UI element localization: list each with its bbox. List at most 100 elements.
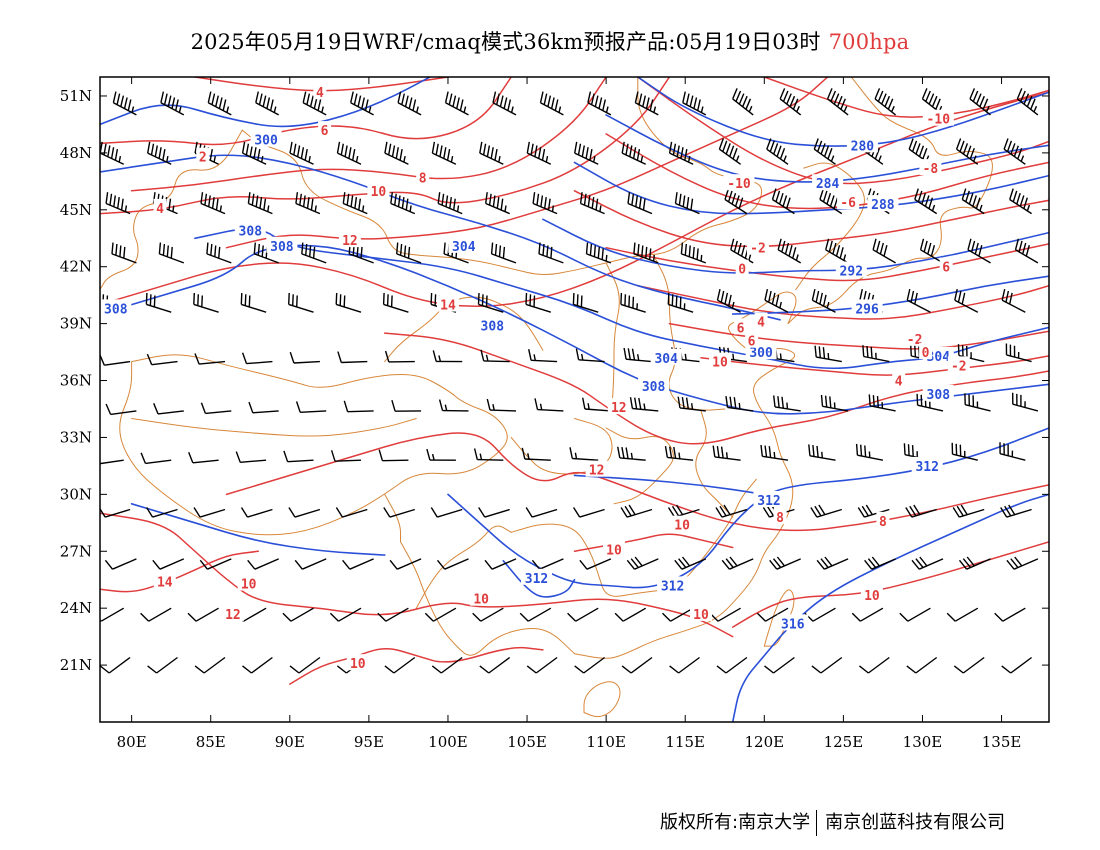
height-contour-label: 304 <box>927 350 951 365</box>
wind-barb <box>105 192 131 215</box>
temperature-contour-label-bg <box>860 585 883 602</box>
wind-barb <box>521 447 551 461</box>
height-contour-label-bg <box>846 136 878 153</box>
height-contour-label: 312 <box>525 572 548 587</box>
wind-barb <box>951 442 978 461</box>
temperature-contour-label-bg <box>747 238 769 255</box>
footer-separator <box>816 810 818 836</box>
wind-barb <box>575 348 605 363</box>
wind-barb <box>430 507 463 518</box>
height-contour-label-bg <box>266 236 298 253</box>
temperature-contour-label-bg <box>947 356 970 373</box>
temperature-contour-label: -10 <box>727 177 751 192</box>
wind-barb <box>764 656 795 674</box>
wind-barb <box>760 444 789 461</box>
height-contour-label-bg <box>234 221 266 238</box>
wind-barb <box>668 141 694 165</box>
temperature-contour-label-bg <box>892 371 906 388</box>
temperature-contour-label: 10 <box>864 589 880 604</box>
wind-barb <box>1012 392 1039 412</box>
wind-barb <box>484 558 517 570</box>
lon-tick-label: 130E <box>903 733 943 751</box>
lon-tick-label: 135E <box>982 733 1022 751</box>
wind-barb <box>100 141 125 165</box>
wind-barb <box>444 91 469 116</box>
wind-barb <box>814 345 842 363</box>
temperature-contour-label-bg <box>709 352 731 369</box>
wind-barb <box>383 507 416 518</box>
wind-barb <box>621 141 647 165</box>
wind-barb <box>952 504 985 518</box>
wind-barb <box>967 238 991 264</box>
wind-barb <box>567 607 599 622</box>
wind-barb <box>479 656 511 674</box>
wind-barb <box>295 401 327 413</box>
temperature-contour-label: 10 <box>350 657 366 672</box>
temperature-contour-label-bg <box>153 572 176 589</box>
temperature-contour-label: -2 <box>907 333 923 348</box>
wind-barb <box>629 397 659 412</box>
height-contour-label-bg <box>657 576 689 593</box>
wind-barb <box>146 353 178 366</box>
wind-barb <box>289 656 321 674</box>
temperature-contour-label-bg <box>603 540 625 557</box>
wind-barb <box>242 656 273 674</box>
wind-barb <box>620 504 653 518</box>
temperature-contour-label-bg <box>876 511 890 528</box>
wind-barb <box>432 350 463 363</box>
wind-barb <box>478 507 510 518</box>
wind-barb <box>145 292 172 313</box>
wind-barb <box>572 292 599 313</box>
wind-barb <box>100 656 131 674</box>
temperature-contour-label-bg <box>939 257 953 274</box>
wind-barb <box>674 192 700 215</box>
boundary-layer <box>100 77 993 718</box>
wind-barb <box>764 288 789 313</box>
height-contour-label: 300 <box>749 346 773 361</box>
temperature-contour-label-bg <box>237 574 260 591</box>
temperature-contour-label-bg <box>919 159 942 176</box>
temperature-contour-label-bg <box>745 331 759 348</box>
height-contour-label-bg <box>867 195 899 212</box>
wind-barb <box>769 556 801 570</box>
wind-barb <box>235 451 267 463</box>
wind-barb <box>579 192 605 215</box>
temperature-contour <box>100 550 259 593</box>
wind-barb <box>282 607 314 622</box>
wind-barb <box>874 88 897 116</box>
wind-barb <box>288 507 321 518</box>
boundary-line <box>119 354 508 536</box>
axis-layer: 51N 48N 45N 42N 39N 36N 33N 30N 27N 24N 21N 80E 85E 9… <box>60 77 1049 751</box>
wind-barb <box>147 656 178 674</box>
lon-tick-label: 110E <box>586 733 626 751</box>
wind-barb <box>158 242 185 264</box>
lon-tick-label: 115E <box>665 733 705 751</box>
wind-barb <box>813 138 836 165</box>
height-contour <box>194 228 1049 370</box>
copyright-right: 南京创蓝科技有限公司 <box>825 812 1006 833</box>
wind-barb <box>1014 238 1039 264</box>
temperature-contour <box>605 243 1049 282</box>
wind-barb <box>294 558 327 570</box>
wind-barb <box>585 242 612 264</box>
wind-barb <box>525 292 552 313</box>
wind-barb <box>240 292 267 313</box>
height-contour-label: 304 <box>654 352 678 367</box>
wind-barb <box>732 88 754 116</box>
lat-tick-label: 30N <box>60 485 92 503</box>
wind-barb <box>289 141 314 165</box>
temperature-contour <box>100 77 671 215</box>
height-contour-label-bg <box>753 491 785 507</box>
wind-barb <box>477 292 504 313</box>
wind-barb <box>479 141 504 165</box>
wind-barb <box>335 292 362 313</box>
wind-barb <box>486 398 517 412</box>
wind-barb <box>721 556 754 570</box>
temperature-contour <box>130 77 607 192</box>
temperature-contour <box>100 512 734 638</box>
wind-barb <box>437 192 463 215</box>
wind-barb <box>573 507 605 518</box>
wind-barb <box>424 607 457 622</box>
wind-barb <box>617 446 646 461</box>
wind-barb <box>779 88 802 116</box>
